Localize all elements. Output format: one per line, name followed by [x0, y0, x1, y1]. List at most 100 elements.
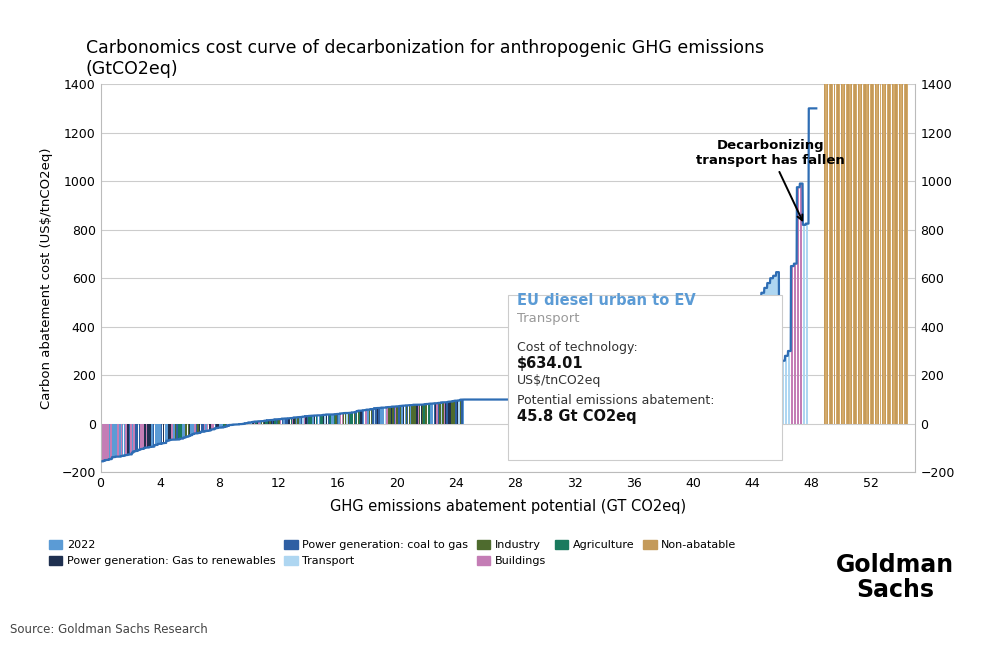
Bar: [357, 411, 359, 424]
Text: Potential emissions abatement:: Potential emissions abatement:: [517, 395, 714, 408]
Bar: [900, 84, 901, 424]
Bar: [902, 84, 903, 424]
Bar: [797, 187, 800, 424]
Bar: [800, 261, 802, 424]
Bar: [140, 424, 141, 449]
Bar: [841, 84, 842, 424]
Bar: [143, 424, 144, 448]
Bar: [864, 84, 866, 424]
Bar: [171, 424, 173, 440]
Bar: [830, 84, 832, 424]
Bar: [196, 424, 197, 433]
Bar: [431, 404, 432, 424]
Bar: [175, 424, 176, 439]
Bar: [176, 424, 178, 439]
Bar: [266, 421, 267, 424]
Bar: [247, 422, 249, 424]
Bar: [350, 413, 352, 424]
Bar: [395, 406, 396, 424]
Bar: [253, 422, 254, 424]
Bar: [286, 419, 288, 424]
Bar: [868, 84, 869, 424]
Bar: [312, 415, 314, 424]
Bar: [344, 413, 346, 424]
Bar: [759, 298, 761, 424]
Legend: 2022, Power generation: Gas to renewables, Power generation: coal to gas, Transp: 2022, Power generation: Gas to renewable…: [49, 540, 736, 566]
Bar: [275, 419, 276, 424]
Bar: [214, 424, 216, 428]
Bar: [460, 400, 461, 424]
Bar: [869, 84, 871, 424]
Bar: [221, 424, 223, 428]
Bar: [102, 424, 104, 461]
Bar: [338, 414, 340, 424]
Bar: [374, 408, 375, 424]
Bar: [402, 406, 404, 424]
Bar: [303, 417, 304, 424]
Bar: [353, 412, 355, 424]
Bar: [279, 419, 280, 424]
Bar: [836, 84, 837, 424]
Bar: [824, 84, 825, 424]
Bar: [332, 415, 334, 424]
Bar: [791, 266, 794, 424]
Bar: [360, 411, 362, 424]
Bar: [182, 424, 183, 439]
Bar: [119, 424, 121, 457]
Bar: [311, 416, 312, 424]
Bar: [226, 424, 227, 426]
Bar: [866, 84, 867, 424]
Bar: [151, 424, 153, 447]
Bar: [326, 415, 328, 424]
Bar: [325, 415, 326, 424]
Bar: [160, 424, 161, 444]
Bar: [893, 84, 894, 424]
Bar: [806, 224, 808, 424]
Bar: [158, 424, 160, 444]
Bar: [453, 401, 454, 424]
Bar: [299, 417, 301, 424]
Bar: [405, 406, 407, 424]
Bar: [131, 424, 132, 454]
Bar: [418, 404, 421, 424]
Bar: [863, 84, 864, 424]
Bar: [129, 424, 130, 454]
Bar: [443, 402, 444, 424]
Bar: [211, 424, 213, 430]
Bar: [173, 424, 175, 440]
Bar: [463, 400, 464, 424]
Bar: [329, 415, 331, 424]
Bar: [446, 402, 447, 424]
Bar: [771, 278, 773, 424]
Bar: [425, 404, 426, 424]
Bar: [851, 84, 852, 424]
Bar: [437, 403, 438, 424]
Bar: [450, 402, 451, 424]
Bar: [398, 406, 399, 424]
Bar: [116, 424, 117, 457]
Bar: [885, 84, 886, 424]
X-axis label: GHG emissions abatement potential (GT CO2eq): GHG emissions abatement potential (GT CO…: [330, 498, 686, 514]
Bar: [321, 415, 323, 424]
Bar: [827, 84, 828, 424]
Bar: [873, 84, 874, 424]
Bar: [432, 404, 434, 424]
Bar: [337, 414, 338, 424]
Bar: [844, 84, 845, 424]
Text: EU diesel urban to EV: EU diesel urban to EV: [517, 293, 696, 308]
Bar: [408, 405, 409, 424]
Bar: [219, 424, 221, 428]
Bar: [441, 402, 443, 424]
Bar: [849, 84, 850, 424]
Bar: [320, 415, 321, 424]
Bar: [777, 272, 779, 424]
Bar: [890, 84, 891, 424]
Bar: [146, 424, 147, 448]
Bar: [185, 424, 186, 437]
Bar: [187, 424, 189, 436]
Bar: [427, 404, 428, 424]
Bar: [263, 421, 264, 424]
Bar: [342, 413, 343, 424]
Bar: [800, 184, 802, 424]
Bar: [424, 404, 425, 424]
